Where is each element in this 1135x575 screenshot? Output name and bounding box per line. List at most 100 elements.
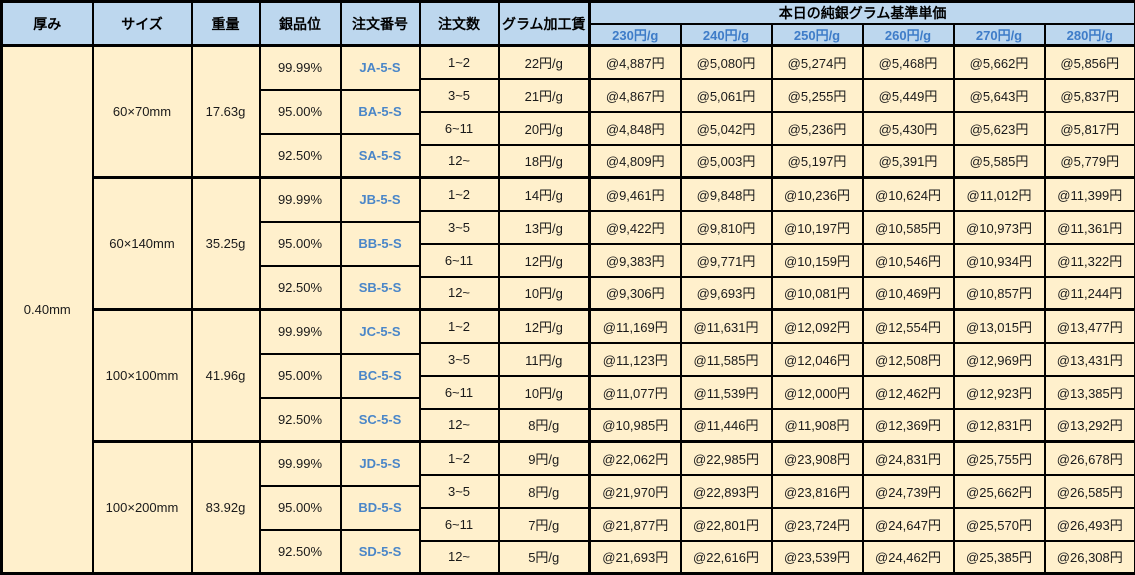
price-cell: @9,848円 [679, 176, 773, 212]
gram-fee-cell: 11円/g [497, 341, 591, 377]
purity-cell: 92.50% [258, 528, 342, 575]
gram-fee-cell: 22円/g [497, 44, 591, 80]
order-code-cell[interactable]: SC-5-S [339, 396, 421, 443]
price-cell: @24,831円 [861, 440, 955, 476]
price-cell: @11,539円 [679, 374, 773, 410]
col-header-order-no: 注文番号 [339, 0, 421, 47]
gram-fee-cell: 13円/g [497, 209, 591, 245]
price-cell: @12,046円 [770, 341, 864, 377]
price-cell: @9,383円 [588, 242, 682, 278]
order-code-cell[interactable]: BC-5-S [339, 352, 421, 399]
price-cell: @23,539円 [770, 539, 864, 575]
price-cell: @5,003円 [679, 143, 773, 179]
price-cell: @12,831円 [952, 407, 1046, 443]
order-code-cell[interactable]: JC-5-S [339, 308, 421, 355]
gram-fee-cell: 21円/g [497, 77, 591, 113]
price-cell: @23,816円 [770, 473, 864, 509]
price-tier-header: 250円/g [770, 23, 864, 47]
size-cell: 100×100mm [91, 308, 193, 443]
price-cell: @26,678円 [1043, 440, 1135, 476]
price-cell: @12,969円 [952, 341, 1046, 377]
col-header-weight: 重量 [190, 0, 261, 47]
price-cell: @12,092円 [770, 308, 864, 344]
price-cell: @11,244円 [1043, 275, 1135, 311]
price-cell: @9,422円 [588, 209, 682, 245]
order-code-cell[interactable]: BB-5-S [339, 220, 421, 267]
price-cell: @12,923円 [952, 374, 1046, 410]
order-code-cell[interactable]: BA-5-S [339, 88, 421, 135]
price-cell: @22,801円 [679, 506, 773, 542]
order-code-cell[interactable]: SB-5-S [339, 264, 421, 311]
order-code-cell[interactable]: BD-5-S [339, 484, 421, 531]
price-cell: @5,449円 [861, 77, 955, 113]
purity-cell: 95.00% [258, 484, 342, 531]
order-qty-cell: 3~5 [418, 209, 500, 245]
price-cell: @11,361円 [1043, 209, 1135, 245]
price-cell: @26,308円 [1043, 539, 1135, 575]
price-cell: @5,779円 [1043, 143, 1135, 179]
price-cell: @10,469円 [861, 275, 955, 311]
price-cell: @11,908円 [770, 407, 864, 443]
order-qty-cell: 1~2 [418, 44, 500, 80]
price-cell: @5,391円 [861, 143, 955, 179]
purity-cell: 95.00% [258, 352, 342, 399]
price-cell: @5,236円 [770, 110, 864, 146]
price-tier-header: 260円/g [861, 23, 955, 47]
gram-fee-cell: 5円/g [497, 539, 591, 575]
col-header-size: サイズ [91, 0, 193, 47]
price-cell: @23,908円 [770, 440, 864, 476]
price-cell: @5,662円 [952, 44, 1046, 80]
price-cell: @10,934円 [952, 242, 1046, 278]
price-cell: @5,042円 [679, 110, 773, 146]
table-body: 0.40mm 60×70mm 17.63g 99.99% JA-5-S 1~2 22円/g @… [0, 44, 1135, 575]
price-cell: @21,693円 [588, 539, 682, 575]
price-cell: @24,647円 [861, 506, 955, 542]
gram-fee-cell: 10円/g [497, 275, 591, 311]
price-cell: @21,970円 [588, 473, 682, 509]
price-cell: @10,973円 [952, 209, 1046, 245]
purity-cell: 99.99% [258, 308, 342, 355]
order-qty-cell: 12~ [418, 539, 500, 575]
weight-cell: 41.96g [190, 308, 261, 443]
price-cell: @12,508円 [861, 341, 955, 377]
order-code-cell[interactable]: SA-5-S [339, 132, 421, 179]
price-cell: @4,887円 [588, 44, 682, 80]
order-qty-cell: 3~5 [418, 77, 500, 113]
gram-fee-cell: 8円/g [497, 473, 591, 509]
price-cell: @11,585円 [679, 341, 773, 377]
price-cell: @12,000円 [770, 374, 864, 410]
price-cell: @9,461円 [588, 176, 682, 212]
price-cell: @22,985円 [679, 440, 773, 476]
order-code-cell[interactable]: JD-5-S [339, 440, 421, 487]
price-cell: @9,810円 [679, 209, 773, 245]
weight-cell: 83.92g [190, 440, 261, 575]
price-cell: @10,585円 [861, 209, 955, 245]
weight-cell: 35.25g [190, 176, 261, 311]
price-cell: @10,236円 [770, 176, 864, 212]
price-cell: @9,693円 [679, 275, 773, 311]
price-cell: @24,739円 [861, 473, 955, 509]
order-code-cell[interactable]: SD-5-S [339, 528, 421, 575]
price-cell: @13,477円 [1043, 308, 1135, 344]
price-cell: @11,077円 [588, 374, 682, 410]
price-cell: @5,643円 [952, 77, 1046, 113]
order-code-cell[interactable]: JB-5-S [339, 176, 421, 223]
price-cell: @5,623円 [952, 110, 1046, 146]
gram-fee-cell: 7円/g [497, 506, 591, 542]
price-cell: @5,817円 [1043, 110, 1135, 146]
purity-cell: 92.50% [258, 132, 342, 179]
order-code-cell[interactable]: JA-5-S [339, 44, 421, 91]
order-qty-cell: 3~5 [418, 473, 500, 509]
price-cell: @9,771円 [679, 242, 773, 278]
order-qty-cell: 6~11 [418, 242, 500, 278]
price-cell: @5,856円 [1043, 44, 1135, 80]
purity-cell: 95.00% [258, 220, 342, 267]
gram-fee-cell: 12円/g [497, 308, 591, 344]
price-tier-header: 240円/g [679, 23, 773, 47]
order-qty-cell: 3~5 [418, 341, 500, 377]
price-cell: @13,292円 [1043, 407, 1135, 443]
price-cell: @10,159円 [770, 242, 864, 278]
gram-fee-cell: 18円/g [497, 143, 591, 179]
price-cell: @23,724円 [770, 506, 864, 542]
